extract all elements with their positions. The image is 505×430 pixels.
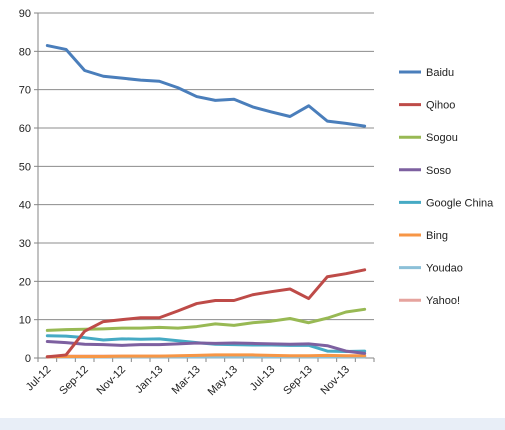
x-tick-label: Jul-12 (24, 364, 54, 394)
legend-label-google-china: Google China (426, 197, 494, 209)
y-tick-label: 70 (19, 85, 31, 97)
y-tick-label: 40 (19, 200, 31, 212)
x-axis: Jul-12 Sep-12 Nov-12 Jan-13 Mar-13 May-13 Jul-… (24, 357, 375, 398)
footer-band (0, 418, 505, 430)
x-tick-label: Mar-13 (170, 364, 203, 397)
x-tick-label: Sep-13 (281, 364, 315, 398)
y-tick-label: 10 (19, 315, 31, 327)
y-tick-label: 50 (19, 161, 31, 173)
legend-label-sogou: Sogou (426, 132, 458, 144)
x-tick-label: Sep-12 (57, 364, 91, 398)
series-lines (45, 44, 367, 359)
y-tick-label: 90 (19, 8, 31, 20)
legend-label-youdao: Youdao (426, 263, 463, 275)
y-tick-label: 80 (19, 46, 31, 58)
x-tick-label: Nov-12 (95, 364, 129, 398)
series-line-qihoo (45, 268, 367, 359)
series-line-soso (45, 340, 367, 355)
legend-label-bing: Bing (426, 230, 448, 242)
x-tick-label: Jan-13 (133, 364, 165, 396)
y-tick-label: 20 (19, 276, 31, 288)
legend-label-baidu: Baidu (426, 67, 454, 79)
series-line-bing (45, 353, 367, 359)
series-line-sogou (45, 307, 367, 332)
y-tick-label: 60 (19, 123, 31, 135)
series-line-baidu (45, 44, 367, 128)
y-axis: 0 10 20 30 40 50 60 70 80 90 (19, 8, 39, 365)
y-tick-label: 30 (19, 238, 31, 250)
x-tick-label: Jul-13 (248, 364, 278, 394)
x-tick-label: May-13 (206, 364, 240, 398)
legend-label-qihoo: Qihoo (426, 100, 455, 112)
legend-label-soso: Soso (426, 165, 451, 177)
legend: Baidu Qihoo Sogou Soso Google China Bing Youda… (399, 67, 494, 307)
x-tick-label: Nov-13 (319, 364, 353, 398)
y-tick-label: 0 (25, 353, 31, 365)
gridlines (38, 12, 374, 321)
legend-label-yahoo: Yahoo! (426, 295, 460, 307)
